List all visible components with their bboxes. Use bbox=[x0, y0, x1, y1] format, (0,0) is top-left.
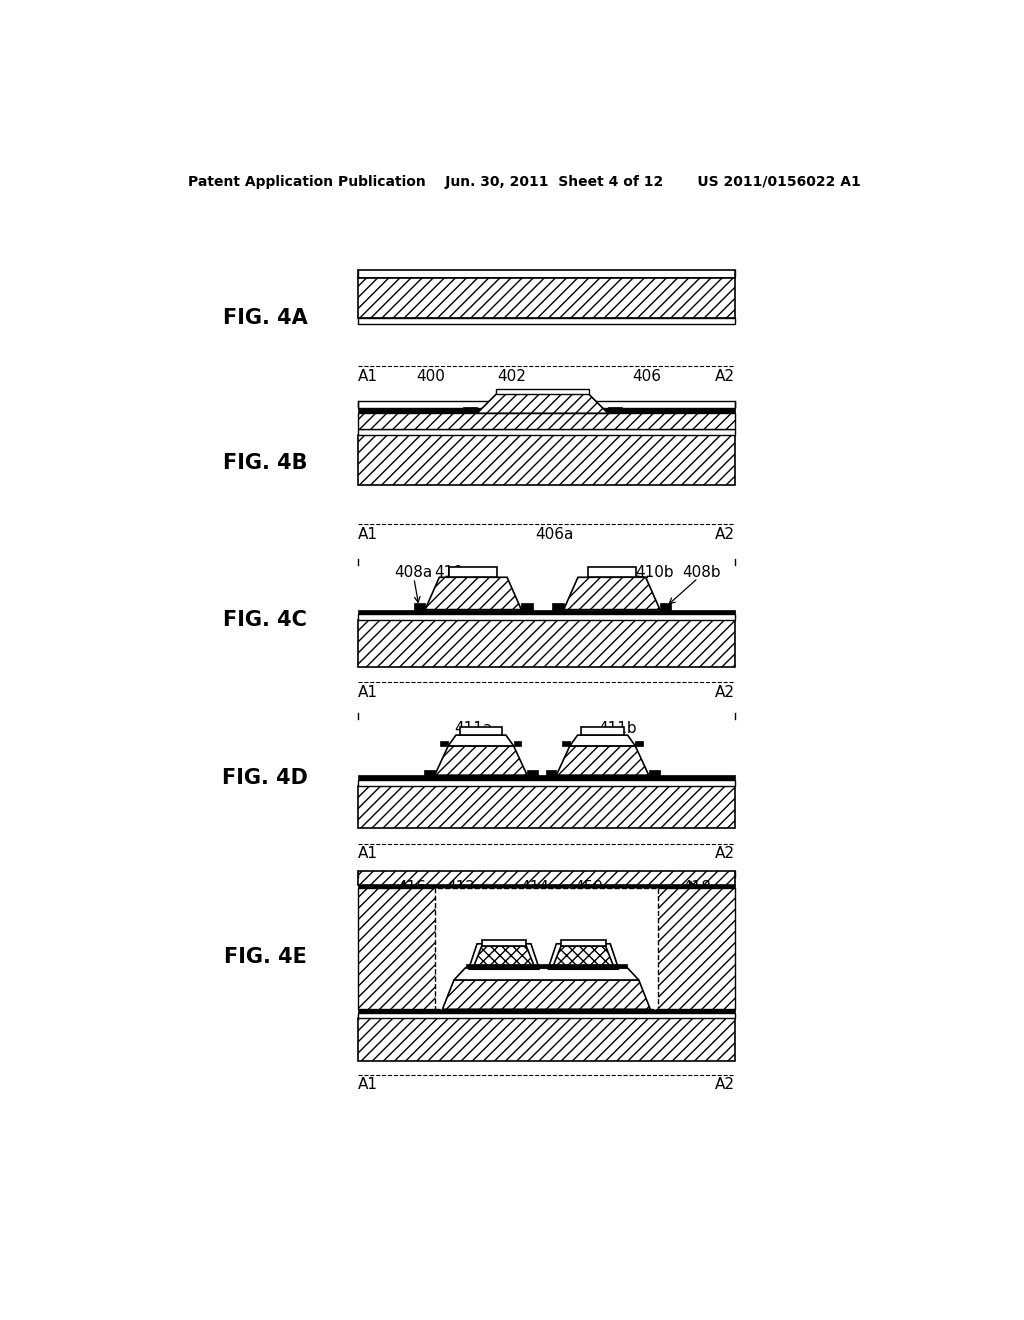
Bar bbox=[450, 568, 497, 577]
Polygon shape bbox=[454, 968, 639, 979]
Bar bbox=[357, 888, 735, 1010]
Text: A1: A1 bbox=[357, 368, 378, 384]
Text: FIG. 4A: FIG. 4A bbox=[223, 308, 307, 329]
Text: 400: 400 bbox=[417, 368, 445, 384]
Bar bbox=[357, 401, 735, 408]
Bar bbox=[357, 775, 735, 780]
Bar bbox=[659, 603, 672, 610]
Bar bbox=[497, 389, 589, 395]
Text: FIG. 4D: FIG. 4D bbox=[222, 768, 308, 788]
Bar bbox=[424, 770, 435, 775]
Bar bbox=[608, 407, 622, 413]
Text: A2: A2 bbox=[715, 368, 735, 384]
Text: 418: 418 bbox=[683, 880, 712, 895]
Text: 412: 412 bbox=[446, 880, 475, 895]
Text: A1: A1 bbox=[357, 846, 378, 861]
Bar bbox=[463, 407, 477, 413]
Text: A1: A1 bbox=[357, 685, 378, 700]
Bar bbox=[527, 770, 538, 775]
Bar bbox=[460, 726, 502, 735]
Text: 410a: 410a bbox=[435, 565, 473, 581]
Text: FIG. 4B: FIG. 4B bbox=[223, 453, 307, 473]
Polygon shape bbox=[473, 946, 535, 968]
Bar bbox=[357, 780, 735, 785]
Bar bbox=[414, 603, 425, 610]
Bar bbox=[521, 603, 532, 610]
Bar bbox=[357, 413, 735, 429]
Bar bbox=[582, 726, 624, 735]
Bar bbox=[552, 603, 563, 610]
Bar bbox=[466, 964, 628, 968]
Text: A2: A2 bbox=[715, 527, 735, 541]
Text: A2: A2 bbox=[715, 685, 735, 700]
Text: FIG. 4C: FIG. 4C bbox=[223, 610, 307, 631]
Text: 410: 410 bbox=[596, 411, 626, 425]
Text: A1: A1 bbox=[357, 1077, 378, 1092]
Polygon shape bbox=[435, 746, 527, 775]
Text: 402: 402 bbox=[498, 368, 526, 384]
Text: 408: 408 bbox=[454, 411, 483, 425]
Bar bbox=[357, 429, 735, 434]
Text: 408b: 408b bbox=[683, 565, 721, 581]
Text: 406: 406 bbox=[632, 368, 660, 384]
Text: A1: A1 bbox=[357, 527, 378, 541]
Bar bbox=[357, 408, 735, 413]
Bar bbox=[357, 614, 735, 620]
Text: Patent Application Publication    Jun. 30, 2011  Sheet 4 of 12       US 2011/015: Patent Application Publication Jun. 30, … bbox=[188, 174, 861, 189]
Text: 411a: 411a bbox=[454, 721, 493, 735]
Text: 408a: 408a bbox=[394, 565, 433, 581]
Bar bbox=[357, 1010, 735, 1014]
Bar bbox=[357, 277, 735, 318]
Bar bbox=[440, 742, 449, 746]
Text: 406a: 406a bbox=[535, 527, 573, 541]
Bar bbox=[481, 940, 526, 946]
Polygon shape bbox=[569, 735, 635, 746]
Bar bbox=[635, 742, 643, 746]
Polygon shape bbox=[442, 979, 650, 1010]
Polygon shape bbox=[563, 577, 659, 610]
Text: A2: A2 bbox=[715, 846, 735, 861]
Bar bbox=[357, 620, 735, 667]
Bar bbox=[514, 742, 521, 746]
Bar bbox=[357, 271, 735, 277]
Bar bbox=[357, 785, 735, 829]
Polygon shape bbox=[449, 735, 514, 746]
Text: 411b: 411b bbox=[599, 721, 637, 735]
Text: 414: 414 bbox=[520, 880, 549, 895]
Text: FIG. 4E: FIG. 4E bbox=[224, 948, 307, 968]
Bar bbox=[562, 742, 569, 746]
Polygon shape bbox=[477, 395, 608, 413]
Polygon shape bbox=[556, 746, 649, 775]
Text: 410b: 410b bbox=[635, 565, 674, 581]
Bar bbox=[357, 318, 735, 323]
Bar bbox=[435, 888, 658, 1010]
Bar bbox=[546, 770, 556, 775]
Bar bbox=[357, 1014, 735, 1019]
Polygon shape bbox=[425, 577, 521, 610]
Bar bbox=[357, 610, 735, 614]
Bar bbox=[561, 940, 605, 946]
Bar bbox=[649, 770, 659, 775]
Text: 416: 416 bbox=[397, 880, 427, 895]
Bar bbox=[357, 871, 735, 884]
Bar bbox=[588, 568, 636, 577]
Bar bbox=[357, 434, 735, 484]
Text: 450: 450 bbox=[574, 880, 603, 895]
Text: A2: A2 bbox=[715, 1077, 735, 1092]
Bar bbox=[357, 1019, 735, 1061]
Bar bbox=[357, 884, 735, 888]
Polygon shape bbox=[553, 946, 614, 968]
